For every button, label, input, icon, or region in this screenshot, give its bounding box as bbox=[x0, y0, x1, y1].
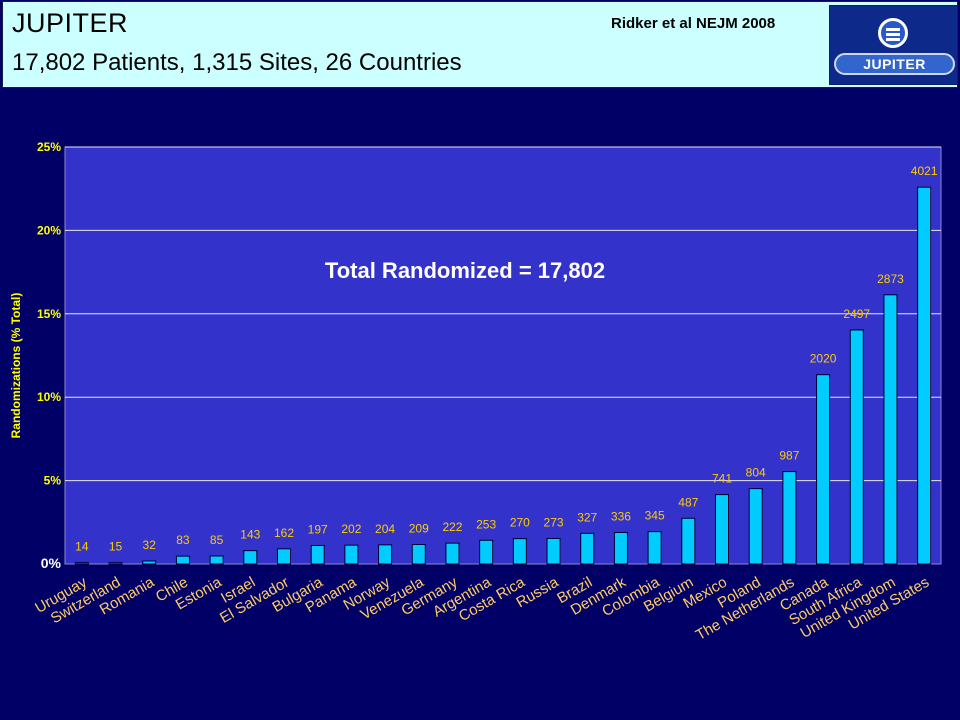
y-tick-label: 5% bbox=[44, 474, 62, 488]
bar bbox=[344, 544, 359, 565]
data-label: 2020 bbox=[810, 352, 837, 366]
bar bbox=[310, 544, 325, 565]
bar bbox=[479, 539, 494, 565]
bar bbox=[277, 548, 291, 565]
bar bbox=[445, 542, 460, 565]
bar bbox=[816, 374, 831, 565]
bar bbox=[209, 555, 224, 565]
data-label: 987 bbox=[779, 449, 799, 463]
data-label: 345 bbox=[645, 509, 665, 523]
bar bbox=[243, 550, 258, 565]
jupiter-logo: JUPITER bbox=[829, 5, 958, 85]
data-label: 14 bbox=[75, 540, 89, 554]
y-axis-title: Randomizations (% Total) bbox=[9, 293, 23, 439]
bar bbox=[580, 532, 595, 565]
bar bbox=[378, 544, 393, 565]
y-tick-label: 20% bbox=[37, 223, 61, 237]
bar bbox=[681, 517, 696, 565]
data-label: 162 bbox=[274, 526, 294, 540]
data-label: 32 bbox=[143, 538, 157, 552]
y-tick-label: 15% bbox=[37, 307, 61, 321]
data-label: 273 bbox=[544, 515, 564, 529]
data-label: 253 bbox=[476, 517, 496, 531]
bar bbox=[748, 488, 763, 565]
data-label: 336 bbox=[611, 509, 631, 523]
y-tick-label: 10% bbox=[37, 390, 61, 404]
bar bbox=[512, 538, 527, 565]
data-label: 15 bbox=[109, 540, 123, 554]
bar bbox=[613, 531, 628, 565]
bar bbox=[883, 294, 898, 565]
data-label: 487 bbox=[678, 495, 698, 509]
bar bbox=[74, 562, 89, 565]
bar bbox=[142, 560, 157, 565]
data-label: 4021 bbox=[911, 164, 938, 178]
data-label: 202 bbox=[341, 522, 361, 536]
bar bbox=[917, 186, 932, 565]
bar bbox=[175, 555, 190, 565]
data-label: 85 bbox=[210, 533, 224, 547]
data-label: 209 bbox=[409, 521, 429, 535]
bar bbox=[849, 329, 864, 565]
data-label: 2497 bbox=[843, 307, 870, 321]
bar bbox=[647, 531, 662, 565]
data-label: 143 bbox=[240, 528, 260, 542]
bar bbox=[546, 537, 561, 565]
page-subtitle: 17,802 Patients, 1,315 Sites, 26 Countri… bbox=[12, 49, 462, 76]
page-title: JUPITER bbox=[12, 8, 129, 38]
data-label: 197 bbox=[308, 522, 328, 536]
citation: Ridker et al NEJM 2008 bbox=[611, 15, 776, 32]
y-tick-label: 25% bbox=[37, 140, 61, 154]
data-label: 2873 bbox=[877, 272, 904, 286]
logo-wordmark: JUPITER bbox=[834, 53, 955, 75]
data-label: 270 bbox=[510, 516, 530, 530]
bar bbox=[108, 562, 123, 565]
bar bbox=[411, 543, 426, 565]
y-tick-label: 0% bbox=[41, 555, 62, 571]
data-label: 83 bbox=[176, 533, 190, 547]
data-label: 204 bbox=[375, 522, 395, 536]
data-label: 222 bbox=[442, 520, 462, 534]
data-label: 327 bbox=[577, 510, 597, 524]
bar bbox=[715, 494, 729, 565]
total-randomized-annotation: Total Randomized = 17,802 bbox=[325, 258, 605, 283]
globe-icon bbox=[878, 18, 908, 48]
header-banner: JUPITER 17,802 Patients, 1,315 Sites, 26… bbox=[2, 1, 958, 88]
bar bbox=[782, 471, 797, 565]
data-label: 741 bbox=[712, 472, 732, 486]
data-label: 804 bbox=[746, 466, 766, 480]
